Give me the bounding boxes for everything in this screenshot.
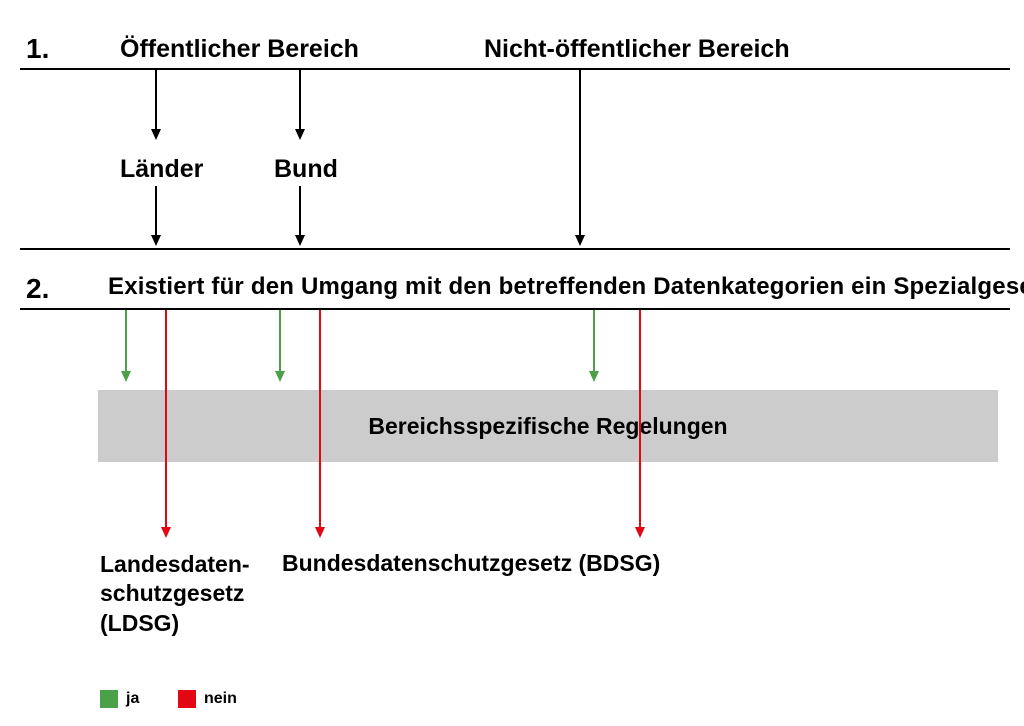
flowchart-canvas: 1. 2. Öffentlicher Bereich Nicht-öffentl… (0, 0, 1024, 726)
arrows-layer (0, 0, 1024, 726)
